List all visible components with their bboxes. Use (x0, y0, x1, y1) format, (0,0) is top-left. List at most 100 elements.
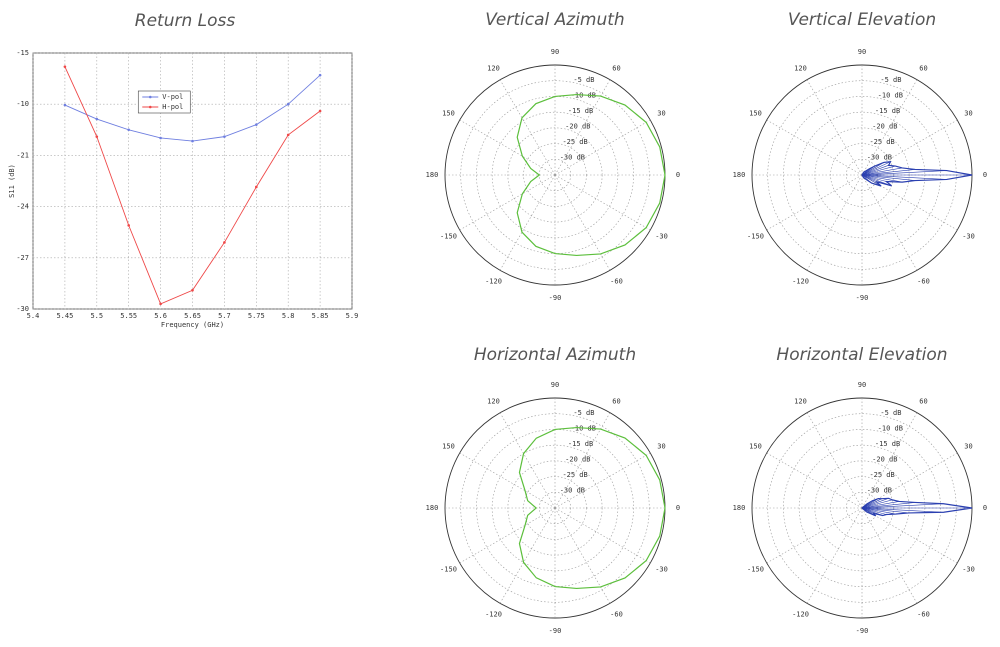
theta-tick-label: -60 (917, 278, 930, 286)
r-tick-label: -5 dB (880, 76, 901, 84)
grid-spoke (766, 174, 863, 231)
x-tick-label: 5.4 (27, 312, 40, 320)
r-tick-label: -30 dB (560, 487, 585, 495)
theta-tick-label: -150 (747, 233, 764, 241)
data-point (191, 288, 194, 292)
y-tick-label: -21 (16, 151, 29, 159)
theta-tick-label: -90 (549, 627, 562, 635)
r-tick-label: -15 dB (568, 440, 593, 448)
data-point (191, 139, 194, 143)
theta-tick-label: -120 (792, 278, 809, 286)
r-tick-label: -30 dB (867, 487, 892, 495)
data-point (95, 135, 99, 138)
theta-tick-label: 90 (858, 381, 866, 389)
theta-tick-label: 90 (551, 381, 559, 389)
grid-spoke (554, 119, 651, 176)
theta-tick-label: 150 (442, 110, 455, 118)
x-tick-label: 5.7 (218, 312, 231, 320)
theta-tick-label: 120 (487, 64, 500, 72)
grid-spoke (766, 452, 863, 509)
theta-tick-label: 60 (612, 64, 620, 72)
grid-spoke (806, 507, 863, 604)
theta-tick-label: -150 (747, 566, 764, 574)
theta-tick-label: 150 (749, 443, 762, 451)
pattern-ray (861, 501, 900, 509)
pattern-ray (861, 167, 903, 176)
x-tick-label: 5.55 (120, 312, 137, 320)
data-point (159, 302, 162, 306)
grid-ring (460, 413, 650, 603)
grid-spoke (459, 174, 556, 231)
grid-ring (523, 476, 587, 540)
chart-title: Vertical Elevation (788, 10, 936, 30)
chart-title: Horizontal Elevation (776, 345, 947, 365)
pattern-ray (861, 172, 864, 176)
theta-tick-label: 0 (676, 171, 680, 179)
grid-spoke (861, 412, 918, 509)
theta-tick-label: -90 (549, 294, 562, 302)
r-tick-label: -25 dB (562, 138, 587, 146)
data-point (286, 133, 290, 137)
grid-spoke (861, 79, 918, 176)
theta-tick-label: 90 (858, 48, 866, 56)
pattern-curve (861, 497, 973, 517)
grid-ring (491, 111, 619, 239)
chart-title: Return Loss (135, 11, 236, 31)
theta-tick-label: -60 (610, 278, 623, 286)
pattern-ray (861, 507, 887, 515)
theta-tick-label: -150 (440, 566, 457, 574)
data-point (127, 224, 130, 227)
r-tick-label: -20 dB (565, 123, 590, 131)
theta-tick-label: -30 (962, 233, 975, 241)
r-tick-label: -10 dB (571, 425, 596, 433)
pattern-ray (861, 498, 883, 509)
data-point (223, 241, 226, 244)
y-tick-label: -10 (16, 100, 29, 108)
theta-tick-label: -120 (485, 278, 502, 286)
theta-tick-label: -150 (440, 233, 457, 241)
data-point (95, 117, 99, 121)
grid-spoke (554, 174, 651, 231)
x-tick-label: 5.6 (154, 312, 167, 320)
data-point (254, 123, 258, 126)
data-point (318, 73, 322, 77)
pattern-ray (861, 507, 909, 514)
pattern-ray (861, 162, 884, 176)
legend-marker (148, 105, 152, 109)
data-point (223, 135, 226, 138)
x-tick-label: 5.5 (90, 312, 103, 320)
pattern-ray (861, 168, 870, 176)
grid-ring (523, 143, 587, 207)
r-tick-label: -5 dB (573, 409, 594, 417)
theta-tick-label: -30 (655, 566, 668, 574)
pattern-ray (861, 170, 947, 176)
pattern-ray (861, 174, 947, 180)
pattern-ray (861, 165, 896, 176)
theta-tick-label: -120 (485, 611, 502, 619)
x-tick-label: 5.8 (282, 312, 295, 320)
grid-spoke (459, 119, 556, 176)
pattern-curve (516, 93, 666, 257)
theta-tick-label: -60 (917, 611, 930, 619)
x-tick-label: 5.9 (346, 312, 359, 320)
grid-spoke (499, 507, 556, 604)
theta-tick-label: 180 (426, 171, 439, 179)
theta-tick-label: 120 (794, 397, 807, 405)
r-tick-label: -20 dB (872, 123, 897, 131)
theta-tick-label: 180 (733, 504, 746, 512)
grid-ring (460, 80, 650, 270)
theta-tick-label: -120 (792, 611, 809, 619)
theta-tick-label: -90 (856, 294, 869, 302)
r-tick-label: -5 dB (573, 76, 594, 84)
pattern-ray (861, 502, 916, 509)
theta-tick-label: 150 (442, 443, 455, 451)
y-tick-label: -15 (16, 49, 29, 57)
pattern-ray (861, 507, 897, 515)
r-tick-label: -25 dB (562, 471, 587, 479)
theta-tick-label: 180 (426, 504, 439, 512)
y-tick-label: -24 (16, 203, 29, 211)
pattern-ray (861, 174, 887, 182)
y-tick-label: -27 (16, 254, 29, 262)
grid-ring (538, 491, 572, 525)
